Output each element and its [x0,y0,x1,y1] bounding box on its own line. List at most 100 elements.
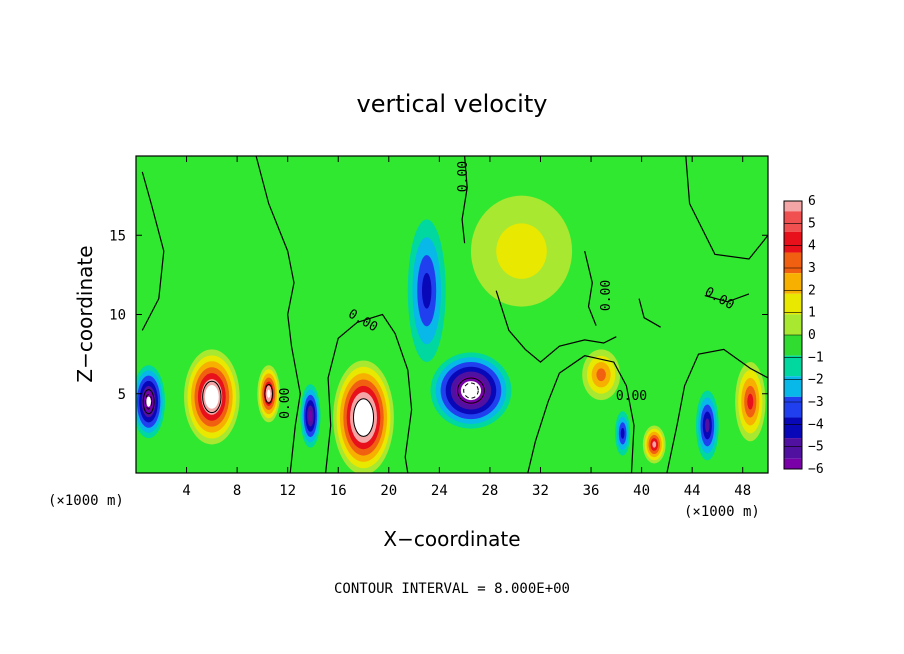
x-tick-label: 20 [380,483,397,499]
colorbar-swatch [784,314,802,335]
y-tick-label: 15 [109,228,126,244]
colorbar-label: 5 [808,216,816,231]
contour-ring [457,377,485,404]
velocity-band [465,385,477,396]
zero-contour-7 [685,155,769,260]
contour-ring-negative [463,382,479,399]
colorbar-label: 1 [808,306,816,321]
x-axis-title: X−coordinate [383,527,520,551]
velocity-cell-1 [136,365,166,439]
velocity-field [136,195,766,473]
contour-ring [264,383,273,404]
x-tick-label: 32 [532,483,549,499]
colorbar-label: 2 [808,283,816,298]
velocity-band [360,411,367,424]
contour-lines: 0.000.000.000.00 0.000.00 [141,155,769,474]
colorbar-swatch [784,438,802,459]
colorbar-swatch [784,273,802,294]
contour-ring [353,398,375,437]
colorbar-label: 3 [808,261,816,276]
velocity-band [747,393,754,410]
velocity-cell-8 [582,349,621,401]
colorbar-label: −5 [808,440,824,455]
zero-contour-9 [704,293,750,303]
contour-ring-negative [145,393,153,410]
velocity-cell-10 [695,390,719,461]
x-tick-label: 16 [330,483,347,499]
velocity-cell-13 [470,195,573,307]
colorbar-swatch [784,231,802,253]
velocity-cell-7 [407,219,446,363]
y-tick-label: 10 [109,308,126,324]
zero-contour-2 [255,155,301,474]
colorbar-label: 4 [808,239,816,254]
zero-contour-10 [638,298,661,328]
velocity-cell-5 [333,360,394,473]
colorbar-label: −4 [808,417,824,432]
contour-label: 0.00 [456,161,471,192]
x-tick-label: 12 [279,483,296,499]
colorbar-label: −1 [808,350,824,365]
velocity-band [652,441,657,448]
velocity-band [620,427,625,439]
colorbar-label: −6 [808,462,824,477]
velocity-cell-4 [300,384,321,448]
x-tick-label: 36 [583,483,600,499]
zero-contour-5 [495,290,617,363]
velocity-band [308,410,313,422]
x-unit-left: (×1000 m) [48,493,124,509]
colorbar-swatch [784,335,802,356]
velocity-band [421,272,432,309]
contour-label: 0.00 [616,389,647,404]
x-tick-label: 4 [182,483,190,499]
x-tick-label: 40 [633,483,650,499]
zero-contour-8 [666,348,769,474]
colorbar-swatch [784,252,802,274]
velocity-band [208,390,216,403]
zero-contour-6 [527,355,635,474]
velocity-cell-2 [184,349,240,445]
colorbar-swatch [784,376,802,397]
colorbar-swatch [784,211,802,232]
y-axis-title: Z−coordinate [73,245,97,382]
velocity-band [705,418,710,433]
contour-interval-note: CONTOUR INTERVAL = 8.000E+00 [334,581,570,597]
velocity-cell-3 [257,365,281,423]
colorbar-label: 6 [808,194,816,209]
zero-contour-11 [584,250,597,326]
contour-label: 0.00 [278,388,293,419]
x-unit-right: (×1000 m) [684,504,760,520]
y-axis: 5 10 15 [109,228,768,403]
x-axis: 4 8 12 16 20 24 28 32 36 40 44 48 [182,156,751,499]
velocity-cell-6 [430,352,512,429]
velocity-cell-12 [615,411,631,456]
zero-contour-3 [325,313,413,474]
x-tick-label: 24 [431,483,448,499]
velocity-cell-11 [735,362,766,442]
x-tick-label: 28 [481,483,498,499]
velocity-band [146,396,151,407]
colorbar-swatch [784,355,802,377]
colorbar-swatch [784,417,802,439]
contour-label: 0.00 [599,280,614,311]
colorbar-swatch [784,201,802,212]
colorbar-swatch [784,293,802,315]
colorbar-label: −2 [808,373,824,388]
velocity-cell-9 [642,425,666,464]
chart-title: vertical velocity [357,90,548,118]
colorbar-label: 0 [808,328,816,343]
x-tick-label: 44 [684,483,701,499]
y-tick-label: 5 [118,387,126,403]
zero-contour-1 [141,171,165,331]
x-tick-label: 8 [233,483,241,499]
colorbar-label: −3 [808,395,824,410]
velocity-band [596,368,606,382]
contour-ring [202,380,222,414]
colorbar-swatch [784,458,802,469]
velocity-band [267,389,271,398]
x-tick-label: 48 [734,483,751,499]
zero-contour-4 [461,155,468,244]
colorbar: 6 5 4 3 2 1 0 −1 −2 −3 −4 −5 −6 [783,194,824,477]
velocity-band [496,223,547,279]
